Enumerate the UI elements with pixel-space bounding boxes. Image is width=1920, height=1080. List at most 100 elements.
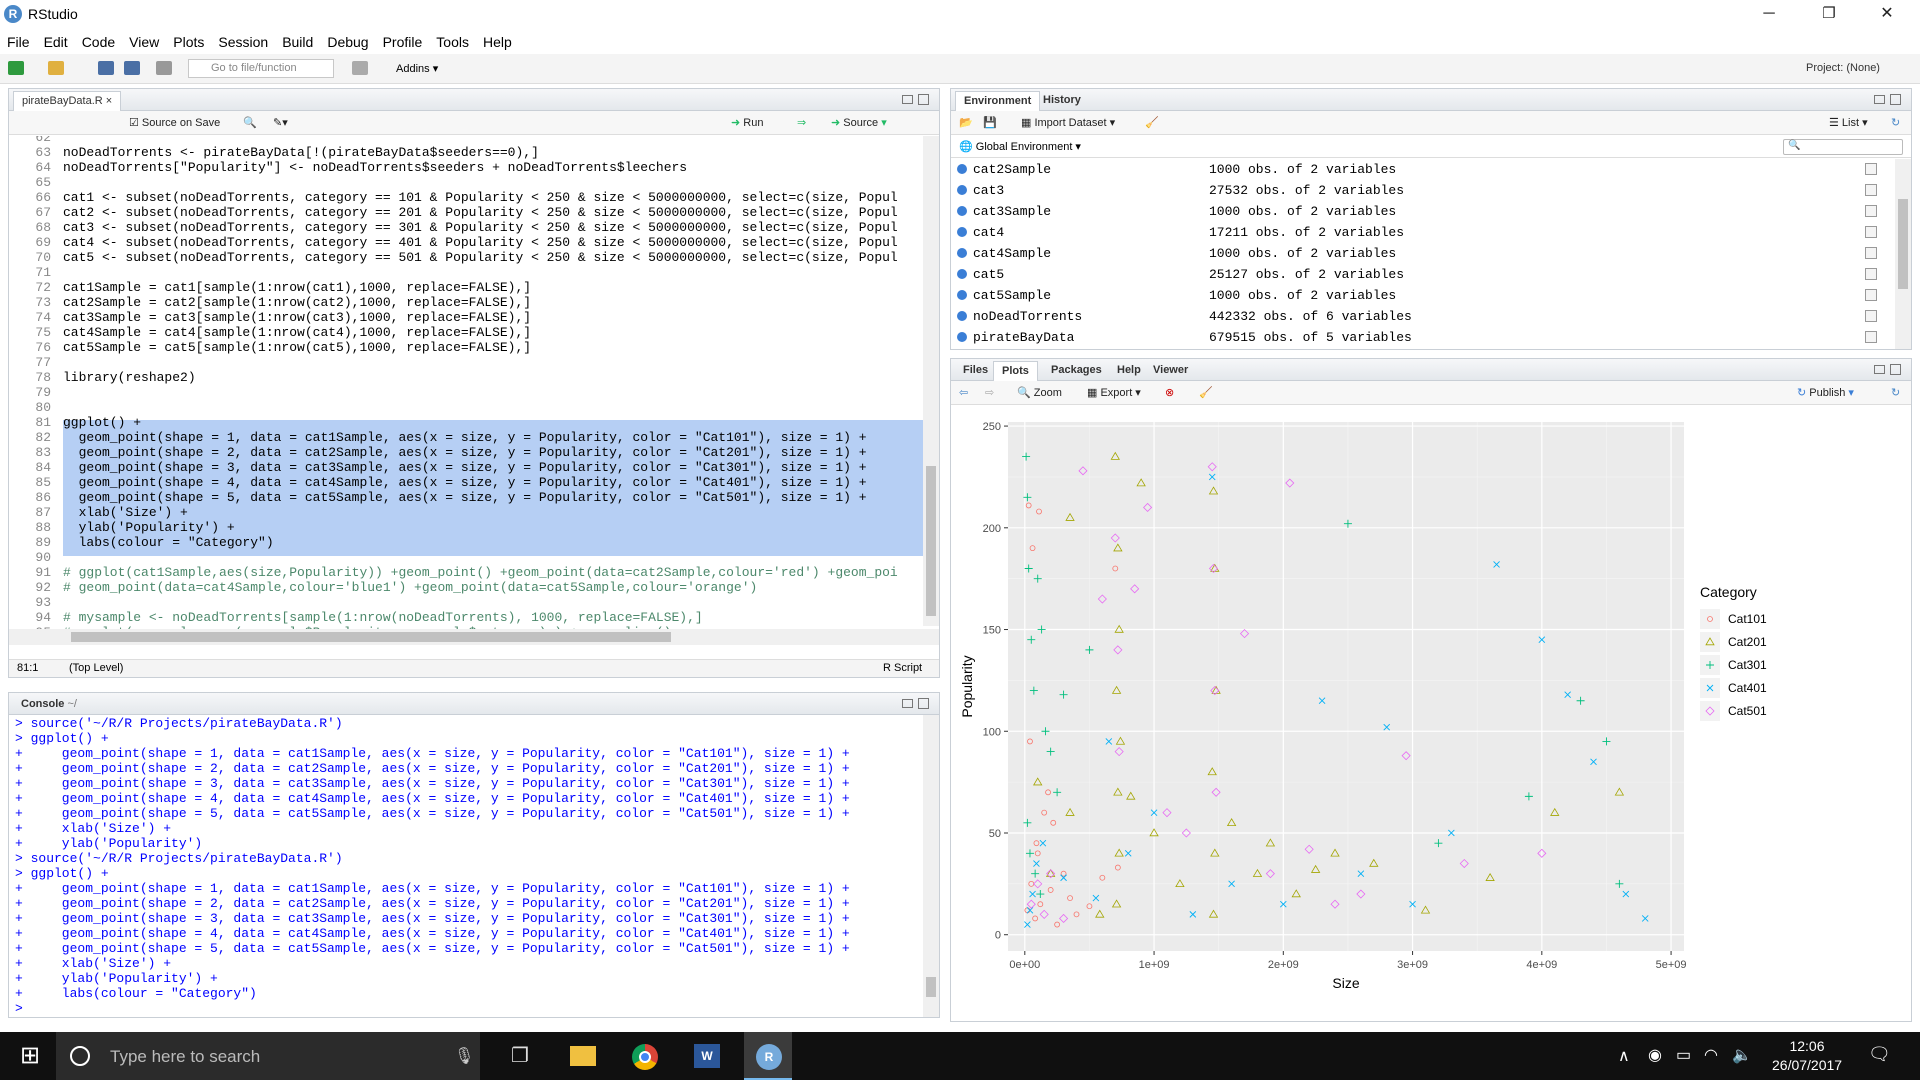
file-type-indicator[interactable]: R Script	[883, 662, 923, 674]
run-button[interactable]: ➜ Run	[731, 117, 764, 129]
microphone-icon[interactable]: 🎙	[454, 1048, 475, 1065]
view-table-icon[interactable]	[1865, 184, 1877, 196]
addins-menu[interactable]: Addins ▾	[396, 63, 439, 75]
open-file-icon[interactable]	[48, 61, 64, 75]
close-button[interactable]: ✕	[1880, 5, 1894, 22]
menu-help[interactable]: Help	[482, 34, 512, 50]
console-output[interactable]: > source('~/R/R Projects/pirateBayData.R…	[15, 716, 915, 1016]
clear-workspace-icon[interactable]: 🧹	[1145, 117, 1159, 129]
menu-debug[interactable]: Debug	[327, 34, 369, 50]
minimize-plots-icon[interactable]	[1874, 365, 1885, 374]
env-row[interactable]: noDeadTorrents 442332 obs. of 6 variables	[951, 306, 1895, 327]
env-row[interactable]: cat3 27532 obs. of 2 variables	[951, 180, 1895, 201]
project-menu[interactable]: Project: (None)	[1806, 62, 1880, 74]
tab-history[interactable]: History	[1043, 94, 1081, 106]
env-row[interactable]: cat3Sample 1000 obs. of 2 variables	[951, 201, 1895, 222]
save-icon[interactable]	[98, 61, 114, 75]
menu-edit[interactable]: Edit	[43, 34, 68, 50]
file-explorer-icon[interactable]	[558, 1032, 606, 1080]
chrome-icon[interactable]	[620, 1032, 668, 1080]
maximize-pane-icon[interactable]	[918, 94, 929, 105]
search-icon[interactable]: 🔍	[243, 117, 257, 129]
zoom-button[interactable]: 🔍 Zoom	[1017, 387, 1062, 399]
publish-button[interactable]: ↻ Publish ▾	[1797, 387, 1854, 399]
menu-plots[interactable]: Plots	[173, 34, 205, 50]
save-workspace-icon[interactable]: 💾	[983, 117, 997, 129]
menu-tools[interactable]: Tools	[436, 34, 469, 50]
import-dataset-button[interactable]: ▦ Import Dataset ▾	[1021, 117, 1116, 129]
tab-environment[interactable]: Environment	[955, 91, 1041, 111]
dataframe-icon[interactable]	[957, 227, 967, 237]
action-center-icon[interactable]: 🗨	[1868, 1044, 1891, 1064]
clock[interactable]: 12:06 26/07/2017	[1772, 1038, 1843, 1073]
clear-plots-icon[interactable]: 🧹	[1199, 387, 1213, 399]
rstudio-taskbar-icon[interactable]: R	[744, 1032, 792, 1080]
dataframe-icon[interactable]	[957, 332, 967, 342]
env-search-input[interactable]: 🔍	[1783, 139, 1903, 155]
forward-arrow-icon[interactable]: ⇨	[985, 387, 995, 399]
maximize-console-icon[interactable]	[918, 698, 929, 709]
tray-chevron-icon[interactable]: ∧	[1618, 1048, 1630, 1065]
view-table-icon[interactable]	[1865, 226, 1877, 238]
minimize-button[interactable]: ─	[1763, 5, 1775, 22]
tab-files[interactable]: Files	[963, 364, 989, 376]
view-table-icon[interactable]	[1865, 310, 1877, 322]
console-scrollbar[interactable]	[923, 715, 939, 1017]
menu-code[interactable]: Code	[81, 34, 116, 50]
dataframe-icon[interactable]	[957, 164, 967, 174]
tab-viewer[interactable]: Viewer	[1153, 364, 1189, 376]
menu-session[interactable]: Session	[218, 34, 269, 50]
goto-file-input[interactable]: Go to file/function	[188, 59, 334, 78]
tab-plots[interactable]: Plots	[993, 361, 1038, 381]
restore-button[interactable]: ❐	[1822, 5, 1836, 22]
workspace-panes-icon[interactable]	[352, 61, 368, 75]
source-button[interactable]: ➜ Source ▾	[831, 117, 887, 129]
list-view-menu[interactable]: ☰ List ▾	[1829, 117, 1868, 129]
minimize-console-icon[interactable]	[902, 699, 913, 708]
code-area[interactable]: 62 63 64 65 66 67 68 69 70 71 72 73 74 75 76 77 78 79 80 81…	[9, 136, 923, 644]
battery-icon[interactable]: ▭	[1676, 1047, 1692, 1064]
menu-file[interactable]: File	[7, 34, 30, 50]
view-table-icon[interactable]	[1865, 268, 1877, 280]
save-all-icon[interactable]	[124, 61, 140, 75]
source-on-save-checkbox[interactable]: ☑ Source on Save	[129, 117, 221, 129]
back-arrow-icon[interactable]: ⇦	[959, 387, 969, 399]
task-view-icon[interactable]: ❐	[511, 1045, 529, 1067]
code-tools-icon[interactable]: ✎▾	[273, 117, 288, 129]
tab-console[interactable]: Console ~/	[21, 698, 77, 710]
view-table-icon[interactable]	[1865, 205, 1877, 217]
tab-help[interactable]: Help	[1117, 364, 1141, 376]
env-row[interactable]: cat4Sample 1000 obs. of 2 variables	[951, 243, 1895, 264]
volume-muted-icon[interactable]: 🔈	[1732, 1047, 1752, 1064]
rerun-icon[interactable]: ⇒	[797, 117, 807, 129]
env-row[interactable]: cat5Sample 1000 obs. of 2 variables	[951, 285, 1895, 306]
minimize-env-icon[interactable]	[1874, 95, 1885, 104]
editor-hscrollbar[interactable]	[9, 629, 939, 645]
scope-indicator[interactable]: (Top Level)	[69, 662, 124, 674]
maximize-plots-icon[interactable]	[1890, 364, 1901, 375]
env-row[interactable]: cat2Sample 1000 obs. of 2 variables	[951, 159, 1895, 180]
dataframe-icon[interactable]	[957, 206, 967, 216]
wifi-icon[interactable]: ◠	[1704, 1047, 1718, 1064]
view-table-icon[interactable]	[1865, 163, 1877, 175]
tray-record-icon[interactable]: ◉	[1648, 1047, 1662, 1064]
taskbar-search[interactable]: Type here to search 🎙	[56, 1032, 480, 1080]
print-icon[interactable]	[156, 61, 172, 75]
tab-packages[interactable]: Packages	[1051, 364, 1102, 376]
view-table-icon[interactable]	[1865, 331, 1877, 343]
export-button[interactable]: ▦ Export ▾	[1087, 387, 1141, 399]
env-scrollbar[interactable]	[1895, 159, 1911, 349]
menu-profile[interactable]: Profile	[382, 34, 423, 50]
menu-view[interactable]: View	[129, 34, 160, 50]
remove-plot-icon[interactable]: ⊗	[1165, 387, 1175, 399]
env-row[interactable]: cat4 17211 obs. of 2 variables	[951, 222, 1895, 243]
load-workspace-icon[interactable]: 📂	[959, 117, 973, 129]
dataframe-icon[interactable]	[957, 290, 967, 300]
env-row[interactable]: cat5 25127 obs. of 2 variables	[951, 264, 1895, 285]
view-table-icon[interactable]	[1865, 289, 1877, 301]
view-table-icon[interactable]	[1865, 247, 1877, 259]
start-button[interactable]: ⊞	[19, 1042, 41, 1069]
refresh-plot-icon[interactable]: ↻	[1891, 387, 1901, 399]
dataframe-icon[interactable]	[957, 269, 967, 279]
env-row[interactable]: pirateBayData 679515 obs. of 5 variables	[951, 327, 1895, 348]
